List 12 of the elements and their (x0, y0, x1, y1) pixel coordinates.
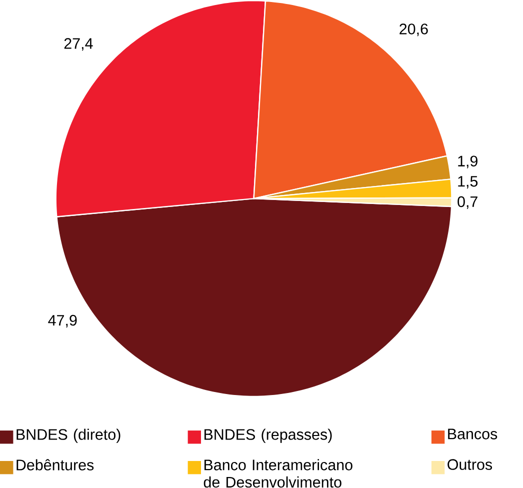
data-label: 0,7 (458, 196, 478, 210)
legend-label: Outros (448, 459, 492, 470)
data-label: 1,9 (458, 156, 478, 168)
data-label: 20,6 (400, 24, 428, 36)
data-label: 47,9 (48, 315, 77, 328)
legend-label: BNDES (direto) (16, 428, 120, 444)
legend-label: Bancos (448, 428, 498, 440)
data-label: 1,5 (458, 176, 478, 189)
legend-label: BNDES (repasses) (204, 428, 332, 444)
legend-label: Banco Interamericano de Desenvolvimento (204, 459, 352, 488)
data-label: 27,4 (64, 38, 93, 51)
legend-label: Debêntures (16, 459, 94, 471)
